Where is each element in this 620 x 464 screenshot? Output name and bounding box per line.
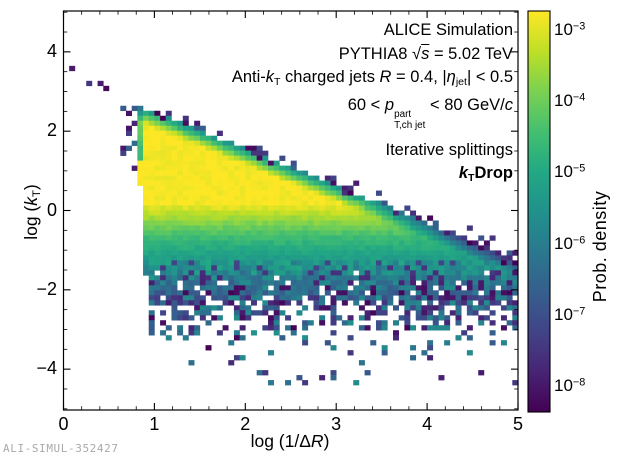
colorbar-tick-label: 10−4 [554, 91, 586, 111]
annotation-iterative: Iterative splittings [385, 140, 513, 159]
x-tick-label: 1 [149, 414, 160, 434]
annotation-pythia: PYTHIA8 √s = 5.02 TeV [338, 44, 513, 63]
annotation-pt-range: 60 < p part T,ch jet < 80 GeV/c [347, 96, 513, 131]
y-tick-label: 0 [46, 199, 57, 220]
annotation-alice: ALICE Simulation [383, 21, 513, 39]
annotation-block: ALICE Simulation PYTHIA8 √s = 5.02 TeV A… [232, 19, 513, 191]
x-tick-label: 2 [240, 414, 251, 434]
x-tick-label: 4 [422, 414, 433, 434]
watermark: ALI-SIMUL-352427 [3, 442, 119, 455]
colorbar-tick-label: 10−8 [554, 376, 586, 396]
y-axis-label: log (kT) [20, 184, 44, 240]
x-tick-label: 0 [58, 414, 69, 434]
x-tick-label: 3 [331, 414, 342, 434]
colorbar-tick-label: 10−3 [554, 19, 586, 39]
annotation-jets: Anti-kT charged jets R = 0.4, |ηjet| < 0… [231, 68, 513, 88]
colorbar-tick-label: 10−6 [554, 233, 586, 253]
x-axis-label: log (1/ΔR) [250, 431, 330, 451]
colorbar-tick-label: 10−5 [554, 162, 586, 182]
colorbar-tick-label: 10−7 [554, 304, 586, 324]
y-tick-label: −4 [36, 358, 57, 379]
x-tick-label: 5 [512, 414, 523, 434]
y-tick-label: −2 [36, 278, 57, 299]
y-tick-label: 2 [46, 120, 57, 141]
annotation-ktdrop: kTDrop [458, 164, 513, 185]
colorbar-label: Prob. density [590, 190, 610, 303]
y-tick-label: 4 [46, 40, 57, 61]
